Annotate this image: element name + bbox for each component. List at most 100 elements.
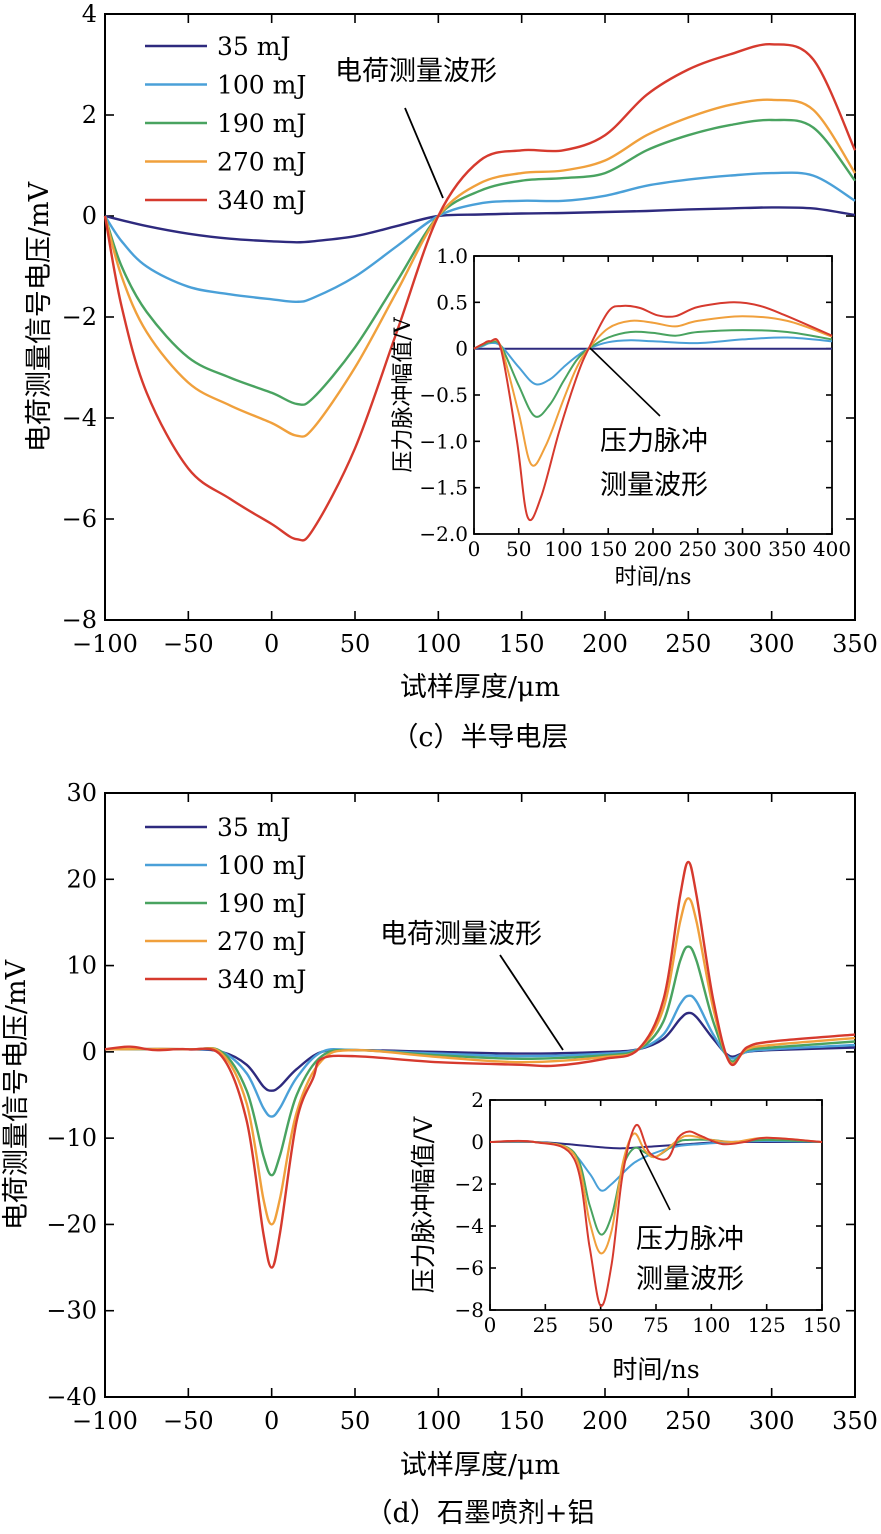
panel-c-annotation: 电荷测量波形	[335, 56, 497, 87]
legend-label: 270 mJ	[217, 927, 306, 956]
panel-c-ytick-label: 4	[82, 0, 97, 28]
panel-d-inset-series-340mj	[489, 1124, 823, 1307]
panel-c-ytick-label: −4	[62, 404, 97, 432]
panel-d-inset-annotation-line1: 压力脉冲	[636, 1224, 744, 1255]
panel-d-inset-xtick-label: 150	[803, 1313, 841, 1337]
panel-c-inset-xtick-label: 150	[589, 537, 627, 561]
panel-c-caption: （c）半导电层	[391, 722, 568, 753]
panel-c-inset-ytick-label: −2.0	[419, 522, 468, 546]
panel-d-inset-ytick-label: −8	[455, 1298, 484, 1322]
panel-d-legend: 35 mJ 100 mJ 190 mJ 270 mJ 340 mJ	[145, 813, 306, 994]
panel-c-xtick-label: 150	[499, 630, 545, 658]
legend-label: 270 mJ	[217, 148, 306, 177]
panel-d-ytick-label: 20	[66, 865, 97, 893]
panel-c-xtick-label: 100	[415, 630, 461, 658]
panel-c-inset-xtick-label: 300	[723, 537, 761, 561]
panel-c-xtick-label: 200	[582, 630, 628, 658]
panel-d-series	[104, 860, 856, 1269]
panel-c-xtick-label: 350	[832, 630, 878, 658]
panel-c-xtick-label: −50	[163, 630, 214, 658]
panel-c-inset-xlabel: 时间/ns	[615, 565, 692, 590]
panel-c-inset-annotation-leader	[589, 347, 661, 417]
panel-d-xtick-label: 0	[264, 1407, 279, 1435]
panel-c-inset-xtick-label: 0	[468, 537, 481, 561]
panel-d-ytick-label: −30	[46, 1297, 97, 1325]
panel-d-inset-xtick-label: 50	[588, 1313, 613, 1337]
panel-d-inset-ticks: 0 25 50 75 100 125 150 −8 −6 −4 −2 0 2	[455, 1088, 842, 1337]
legend-label: 100 mJ	[217, 851, 306, 880]
panel-c-ytick-label: −2	[62, 303, 97, 331]
panel-d-series-190mj	[104, 945, 856, 1177]
panel-c-inset-series-340mj	[473, 301, 833, 522]
panel-d-ytick-label: 30	[66, 779, 97, 807]
legend-label: 35 mJ	[217, 813, 291, 842]
panel-d-ytick-label: 0	[82, 1038, 97, 1066]
panel-d-inset-xtick-label: 25	[533, 1313, 558, 1337]
panel-c-xtick-label: 50	[340, 630, 371, 658]
panel-d-inset-frame	[489, 1099, 823, 1311]
panel-d-inset-ytick-label: −4	[455, 1214, 484, 1238]
panel-c-inset-ticks: 0 50 100 150 200 250 300 350 400 −2.0 −1.5 −1.0 −0.5…	[419, 244, 851, 561]
panel-d-inset-xtick-label: 100	[692, 1313, 730, 1337]
panel-d-series-100mj	[104, 994, 856, 1118]
panel-d-inset-xtick-label: 0	[484, 1313, 497, 1337]
panel-d-xtick-label: 200	[582, 1407, 628, 1435]
panel-c-inset-ytick-label: 1.0	[436, 244, 468, 268]
panel-c-xtick-label: 0	[264, 630, 279, 658]
panel-d-xtick-label: 300	[749, 1407, 795, 1435]
panel-c-ytick-label: −6	[62, 505, 97, 533]
panel-c-inset-annotation-line2: 测量波形	[600, 470, 708, 501]
panel-c-inset-xtick-label: 250	[679, 537, 717, 561]
panel-d-inset-ytick-label: −2	[455, 1172, 484, 1196]
panel-d-annotation-leader	[499, 954, 564, 1051]
panel-d-inset-xtick-label: 125	[748, 1313, 786, 1337]
panel-c-inset-ytick-label: −0.5	[419, 383, 468, 407]
legend-label: 340 mJ	[217, 965, 306, 994]
panel-c-series-340mj	[103, 43, 857, 542]
panel-d-xtick-label: 100	[415, 1407, 461, 1435]
panel-d-inset-ytick-label: 0	[471, 1130, 484, 1154]
panel-d-xtick-label: −50	[163, 1407, 214, 1435]
panel-d-ytick-label: −20	[46, 1210, 97, 1238]
panel-c-inset-xtick-label: 50	[506, 537, 531, 561]
panel-d-caption: （d）石墨喷剂+铝	[366, 1498, 595, 1529]
panel-c-xlabel: 试样厚度/μm	[400, 672, 560, 703]
panel-d-series-340mj	[104, 860, 856, 1269]
panel-d-inset-ylabel: 压力脉冲幅值/V	[409, 1116, 438, 1293]
panel-d-ticks: −100 −50 0 50 100 150 200 250 300 350−40−30−20−10…	[46, 779, 878, 1435]
legend-label: 190 mJ	[217, 109, 306, 138]
panel-c-inset-series-100mj	[473, 336, 833, 386]
panel-c-ytick-label: 2	[82, 101, 97, 129]
panel-d-xtick-label: 350	[832, 1407, 878, 1435]
panel-d-inset-series-270mj	[489, 1132, 823, 1255]
panel-c-inset-xtick-label: 100	[544, 537, 582, 561]
panel-d-xtick-label: 250	[665, 1407, 711, 1435]
panel-d-ytick-label: −40	[46, 1383, 97, 1411]
panel-c-inset-ytick-label: −1.0	[419, 429, 468, 453]
panel-d-ylabel: 电荷测量信号电压/mV	[1, 959, 32, 1230]
legend-label: 100 mJ	[217, 71, 306, 100]
panel-d-inset-xtick-label: 75	[643, 1313, 668, 1337]
panel-d-xtick-label: 50	[340, 1407, 371, 1435]
panel-c-chart: −100 −50 0 50 100 150 200 250 300 350−8−6−4−2024 …	[24, 0, 878, 753]
panel-c-inset-series	[473, 301, 833, 522]
panel-d-inset-series	[489, 1124, 823, 1307]
panel-c-annotation-leader	[404, 107, 444, 199]
legend-label: 35 mJ	[217, 32, 291, 61]
legend-label: 340 mJ	[217, 186, 306, 215]
panel-c-inset-ytick-label: 0	[455, 337, 468, 361]
panel-c-inset-xtick-label: 400	[813, 537, 851, 561]
panel-d-series-270mj	[104, 897, 856, 1226]
panel-d-ytick-label: 10	[66, 952, 97, 980]
panel-c-inset-ytick-label: 0.5	[436, 290, 468, 314]
panel-d-inset-ytick-label: 2	[471, 1088, 484, 1112]
panel-d-inset-annotation-leader	[639, 1149, 671, 1211]
panel-c-inset-ytick-label: −1.5	[419, 476, 468, 500]
panel-d-inset-xlabel: 时间/ns	[612, 1355, 699, 1384]
panel-d-annotation: 电荷测量波形	[380, 919, 542, 950]
panel-c-xtick-label: −100	[72, 630, 138, 658]
panel-d-ytick-label: −10	[46, 1124, 97, 1152]
panel-c-series-35mj	[104, 206, 856, 244]
legend-label: 190 mJ	[217, 889, 306, 918]
